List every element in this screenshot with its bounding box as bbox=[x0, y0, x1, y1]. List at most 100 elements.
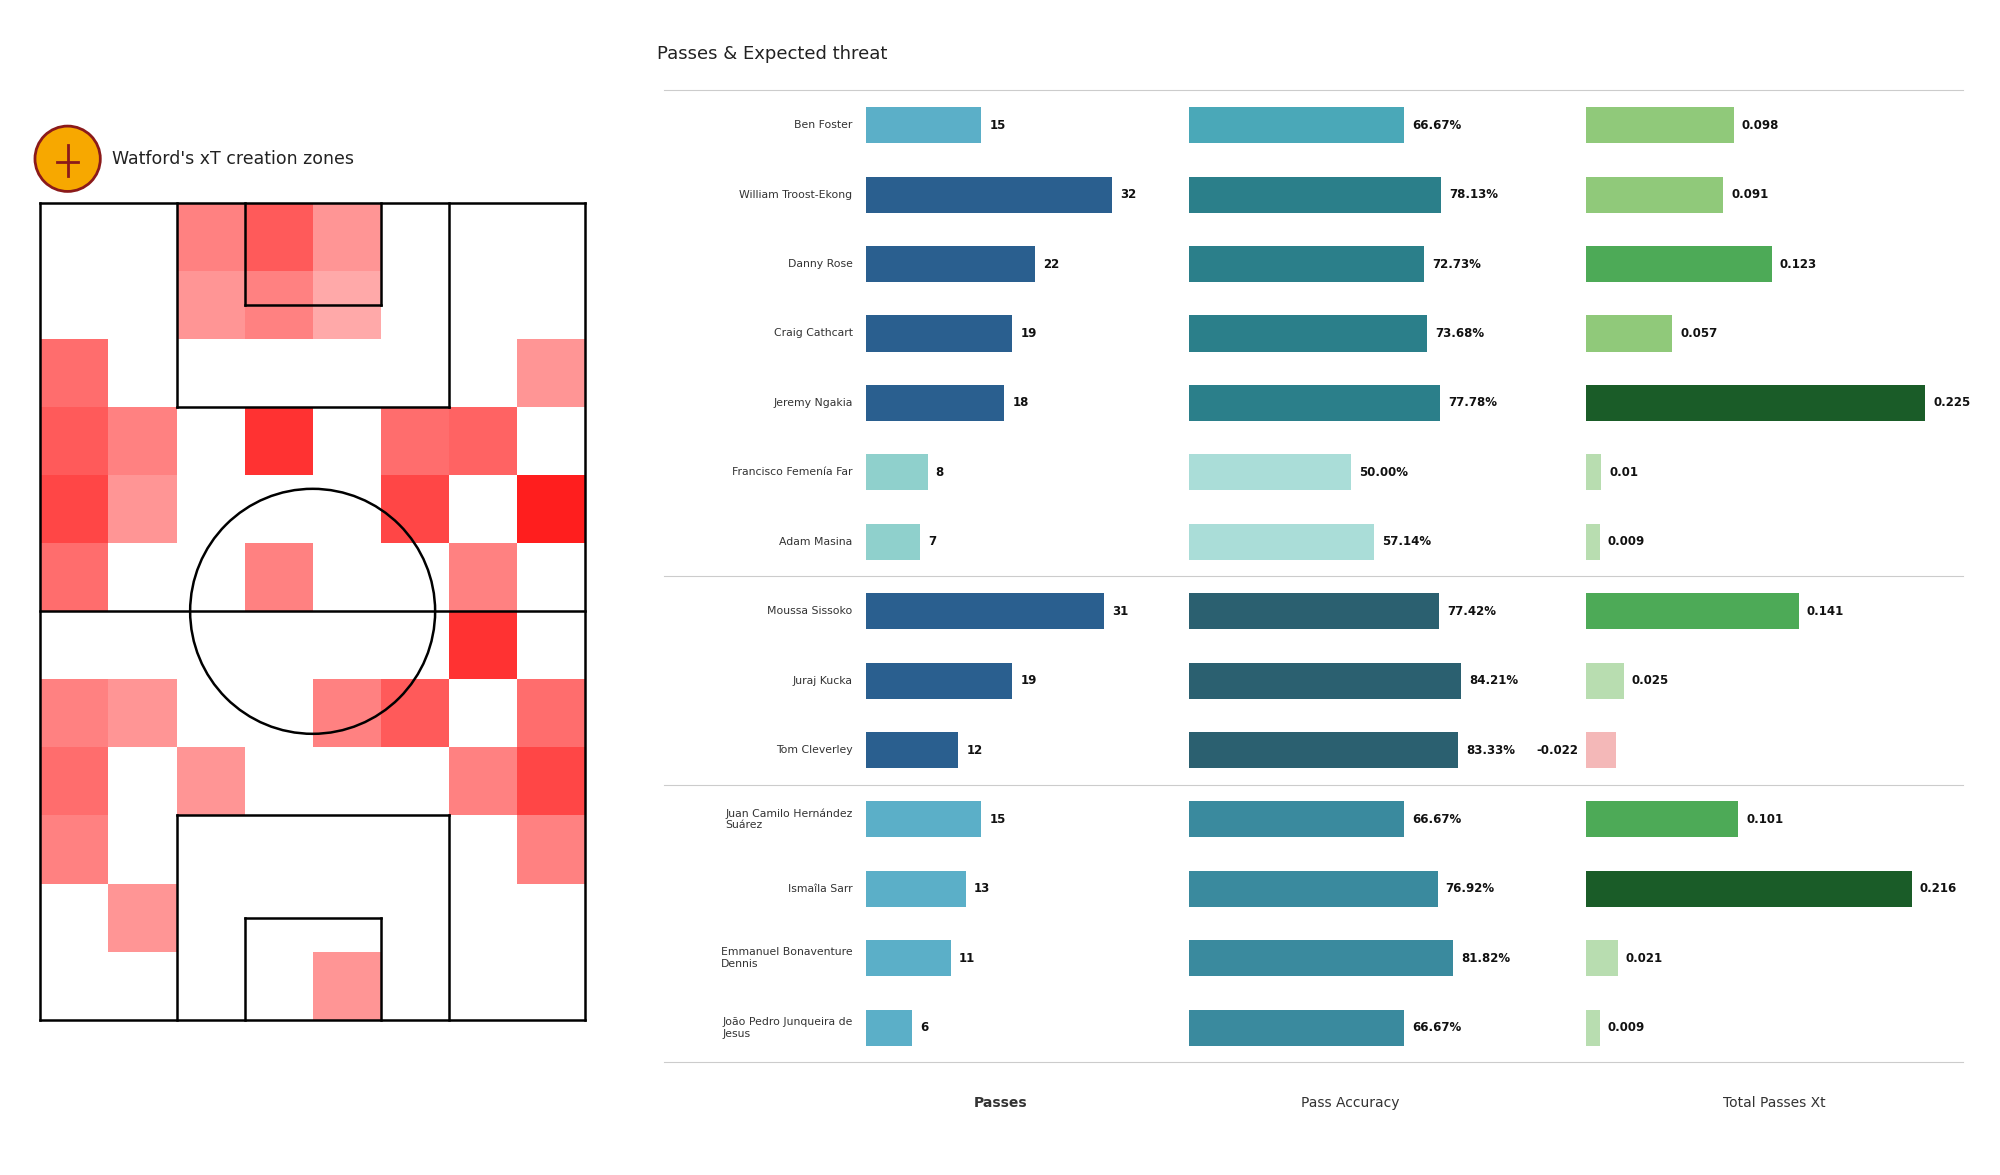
Bar bbox=[1586, 315, 1672, 351]
Text: -0.022: -0.022 bbox=[1536, 744, 1578, 757]
Text: 0.216: 0.216 bbox=[1920, 882, 1958, 895]
Bar bbox=[1586, 455, 1602, 490]
Text: 22: 22 bbox=[1044, 257, 1060, 270]
Bar bbox=[1190, 801, 1404, 838]
Text: 31: 31 bbox=[1112, 605, 1128, 618]
Bar bbox=[40, 679, 108, 747]
Bar bbox=[244, 408, 312, 475]
Bar bbox=[108, 408, 176, 475]
Text: Watford's xT creation zones: Watford's xT creation zones bbox=[112, 149, 354, 168]
Bar bbox=[1586, 524, 1600, 559]
Bar bbox=[866, 524, 920, 559]
Bar bbox=[244, 203, 312, 271]
Text: 77.42%: 77.42% bbox=[1448, 605, 1496, 618]
Text: 11: 11 bbox=[958, 952, 974, 965]
Bar bbox=[866, 801, 982, 838]
Bar bbox=[516, 475, 584, 543]
Bar bbox=[516, 747, 584, 815]
Text: 8: 8 bbox=[936, 465, 944, 479]
Text: Juraj Kucka: Juraj Kucka bbox=[792, 676, 852, 685]
Bar bbox=[1190, 593, 1440, 630]
Text: Passes: Passes bbox=[974, 1095, 1028, 1109]
Bar bbox=[1190, 107, 1404, 143]
Bar bbox=[312, 952, 380, 1020]
Text: Craig Cathcart: Craig Cathcart bbox=[774, 329, 852, 338]
Bar bbox=[380, 679, 448, 747]
Text: 77.78%: 77.78% bbox=[1448, 396, 1498, 409]
Bar bbox=[40, 543, 108, 611]
Text: Adam Masina: Adam Masina bbox=[780, 537, 852, 546]
Bar bbox=[1586, 801, 1738, 838]
Bar bbox=[448, 408, 516, 475]
Bar bbox=[1586, 593, 1798, 630]
Text: 13: 13 bbox=[974, 882, 990, 895]
Text: 19: 19 bbox=[1020, 327, 1036, 340]
Text: 0.057: 0.057 bbox=[1680, 327, 1718, 340]
Text: 72.73%: 72.73% bbox=[1432, 257, 1480, 270]
Text: Pass Accuracy: Pass Accuracy bbox=[1302, 1095, 1400, 1109]
Text: 83.33%: 83.33% bbox=[1466, 744, 1516, 757]
Text: Francisco Femenía Far: Francisco Femenía Far bbox=[732, 468, 852, 477]
Circle shape bbox=[34, 126, 100, 192]
Text: Passes & Expected threat: Passes & Expected threat bbox=[658, 45, 888, 62]
Bar bbox=[866, 246, 1036, 282]
Text: 0.123: 0.123 bbox=[1780, 257, 1816, 270]
Bar bbox=[866, 176, 1112, 213]
Bar bbox=[1190, 940, 1454, 976]
Bar bbox=[1586, 385, 1926, 421]
Bar bbox=[1586, 107, 1734, 143]
Bar bbox=[40, 408, 108, 475]
Bar bbox=[244, 271, 312, 340]
Text: 7: 7 bbox=[928, 536, 936, 549]
Text: 0.101: 0.101 bbox=[1746, 813, 1784, 826]
Text: 0.141: 0.141 bbox=[1806, 605, 1844, 618]
Bar bbox=[108, 884, 176, 952]
Bar bbox=[1190, 1009, 1404, 1046]
Bar bbox=[312, 271, 380, 340]
Bar bbox=[380, 408, 448, 475]
Bar bbox=[866, 871, 966, 907]
Bar bbox=[448, 543, 516, 611]
Bar bbox=[866, 663, 1012, 699]
Text: 0.025: 0.025 bbox=[1632, 674, 1670, 687]
Text: 78.13%: 78.13% bbox=[1450, 188, 1498, 201]
Bar bbox=[1190, 315, 1428, 351]
Text: Juan Camilo Hernández
Suárez: Juan Camilo Hernández Suárez bbox=[726, 808, 852, 831]
Bar bbox=[176, 271, 244, 340]
Text: 0.098: 0.098 bbox=[1742, 119, 1780, 132]
Text: João Pedro Junqueira de
Jesus: João Pedro Junqueira de Jesus bbox=[722, 1016, 852, 1039]
Bar bbox=[40, 747, 108, 815]
Text: 73.68%: 73.68% bbox=[1436, 327, 1484, 340]
Bar bbox=[1190, 524, 1374, 559]
Text: 12: 12 bbox=[966, 744, 982, 757]
Text: 76.92%: 76.92% bbox=[1446, 882, 1494, 895]
Bar bbox=[1586, 663, 1624, 699]
Text: Total Passes Xt: Total Passes Xt bbox=[1724, 1095, 1826, 1109]
Bar bbox=[866, 732, 958, 768]
Bar bbox=[866, 1009, 912, 1046]
Bar bbox=[1586, 940, 1618, 976]
Text: 0.009: 0.009 bbox=[1608, 536, 1646, 549]
Bar bbox=[1190, 455, 1350, 490]
Bar bbox=[1586, 1009, 1600, 1046]
Bar bbox=[866, 940, 950, 976]
Bar bbox=[40, 340, 108, 408]
Bar bbox=[244, 543, 312, 611]
Bar bbox=[516, 340, 584, 408]
Text: 15: 15 bbox=[990, 813, 1006, 826]
Text: Ismaîla Sarr: Ismaîla Sarr bbox=[788, 884, 852, 894]
Text: Ben Foster: Ben Foster bbox=[794, 120, 852, 130]
Bar bbox=[108, 475, 176, 543]
Bar bbox=[516, 815, 584, 884]
Bar bbox=[1190, 176, 1442, 213]
Bar bbox=[448, 611, 516, 679]
Bar bbox=[866, 455, 928, 490]
Bar bbox=[1190, 385, 1440, 421]
Bar bbox=[866, 385, 1004, 421]
Bar bbox=[1190, 732, 1458, 768]
Bar bbox=[516, 679, 584, 747]
Text: 0.01: 0.01 bbox=[1610, 465, 1638, 479]
Bar bbox=[866, 593, 1104, 630]
Bar bbox=[1586, 246, 1772, 282]
Bar bbox=[312, 679, 380, 747]
